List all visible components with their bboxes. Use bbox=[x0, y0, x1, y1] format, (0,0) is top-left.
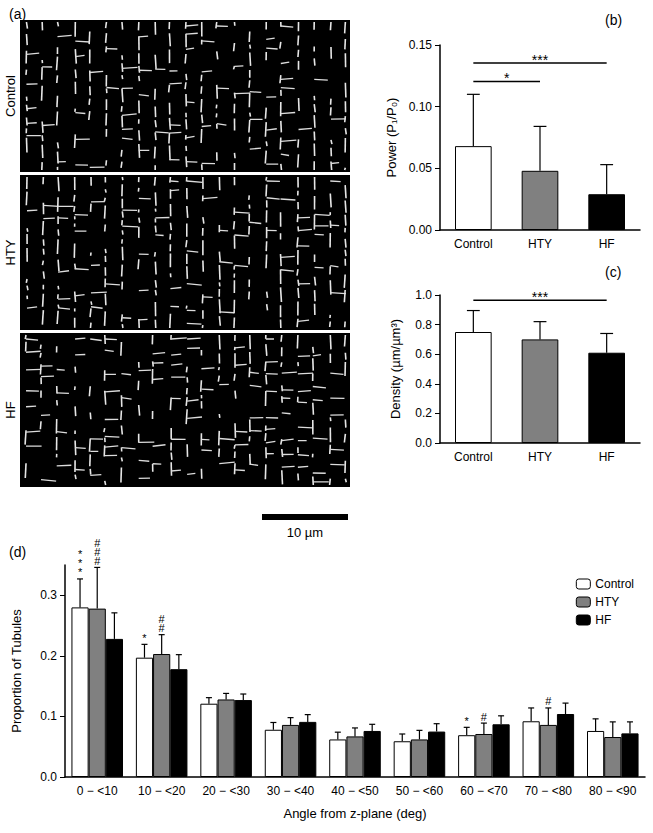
svg-text:20 − <30: 20 − <30 bbox=[202, 784, 250, 798]
svg-text:Control: Control bbox=[454, 450, 493, 464]
svg-text:HTY: HTY bbox=[3, 239, 18, 265]
svg-text:0.2: 0.2 bbox=[415, 406, 432, 420]
svg-text:(a): (a) bbox=[9, 6, 26, 22]
svg-text:HTY: HTY bbox=[595, 595, 619, 609]
svg-text:HF: HF bbox=[3, 401, 18, 418]
svg-text:***: *** bbox=[532, 289, 549, 305]
svg-text:0.2: 0.2 bbox=[40, 649, 57, 663]
svg-text:Density (µm/µm³): Density (µm/µm³) bbox=[388, 319, 403, 419]
svg-text:*: * bbox=[78, 566, 83, 578]
svg-text:(c): (c) bbox=[605, 264, 621, 280]
svg-text:*: * bbox=[142, 632, 147, 644]
svg-text:*: * bbox=[465, 715, 470, 727]
svg-text:HTY: HTY bbox=[528, 450, 552, 464]
svg-text:70 − <80: 70 − <80 bbox=[525, 784, 573, 798]
svg-text:Control: Control bbox=[595, 577, 634, 591]
svg-text:0.8: 0.8 bbox=[415, 318, 432, 332]
svg-text:0.05: 0.05 bbox=[409, 161, 433, 175]
svg-text:30 − <40: 30 − <40 bbox=[267, 784, 315, 798]
svg-text:10 µm: 10 µm bbox=[287, 525, 323, 540]
svg-text:40 − <50: 40 − <50 bbox=[331, 784, 379, 798]
svg-text:80 − <90: 80 − <90 bbox=[589, 784, 637, 798]
svg-text:50 − <60: 50 − <60 bbox=[396, 784, 444, 798]
svg-text:HTY: HTY bbox=[528, 237, 552, 251]
svg-text:#: # bbox=[545, 695, 552, 707]
svg-text:0.0: 0.0 bbox=[40, 770, 57, 784]
svg-text:0.1: 0.1 bbox=[40, 709, 57, 723]
svg-text:0.3: 0.3 bbox=[40, 588, 57, 602]
svg-text:(d): (d) bbox=[9, 544, 26, 560]
svg-text:60 − <70: 60 − <70 bbox=[460, 784, 508, 798]
svg-text:HF: HF bbox=[599, 450, 615, 464]
svg-text:Control: Control bbox=[3, 75, 18, 117]
svg-text:0.15: 0.15 bbox=[409, 38, 433, 52]
svg-text:0.10: 0.10 bbox=[409, 100, 433, 114]
svg-text:0.6: 0.6 bbox=[415, 347, 432, 361]
svg-text:Control: Control bbox=[454, 237, 493, 251]
svg-text:1.0: 1.0 bbox=[415, 288, 432, 302]
svg-text:Power (P₁/P₀): Power (P₁/P₀) bbox=[384, 98, 399, 178]
svg-text:*: * bbox=[504, 70, 510, 86]
svg-text:(b): (b) bbox=[605, 12, 622, 28]
svg-text:#: # bbox=[159, 622, 166, 634]
svg-text:HF: HF bbox=[595, 613, 611, 627]
svg-text:Angle from z-plane (deg): Angle from z-plane (deg) bbox=[283, 806, 426, 821]
svg-text:0.00: 0.00 bbox=[409, 223, 433, 237]
svg-text:0 − <10: 0 − <10 bbox=[77, 784, 118, 798]
svg-text:#: # bbox=[481, 711, 488, 723]
svg-text:0.0: 0.0 bbox=[415, 436, 432, 450]
svg-text:HF: HF bbox=[599, 237, 615, 251]
svg-text:10 − <20: 10 − <20 bbox=[138, 784, 186, 798]
svg-text:#: # bbox=[94, 555, 101, 567]
svg-text:***: *** bbox=[532, 52, 549, 68]
svg-text:0.4: 0.4 bbox=[415, 377, 432, 391]
svg-text:Proportion of Tubules: Proportion of Tubules bbox=[9, 609, 24, 733]
